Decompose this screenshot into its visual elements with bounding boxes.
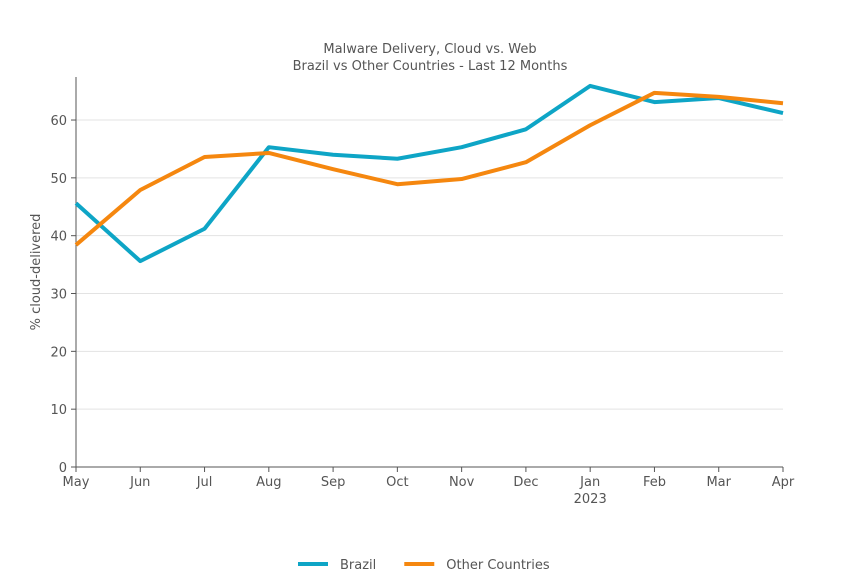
legend-label: Other Countries — [446, 558, 550, 573]
legend-item[interactable]: Other Countries — [404, 558, 550, 573]
y-tick-label: 50 — [50, 172, 67, 187]
year-annotation: 2023 — [574, 492, 607, 507]
x-tick-label: Jun — [129, 475, 150, 490]
x-tick-label: Mar — [706, 475, 731, 490]
x-tick-label: Dec — [513, 475, 538, 490]
y-tick-label: 20 — [50, 345, 67, 360]
x-tick-label: Sep — [321, 475, 346, 490]
chart-subtitle: Brazil vs Other Countries - Last 12 Mont… — [293, 59, 568, 74]
x-tick-label: Nov — [449, 475, 475, 490]
legend-label: Brazil — [340, 558, 376, 573]
y-axis-label: % cloud-delivered — [29, 214, 44, 331]
y-tick-label: 30 — [50, 288, 67, 303]
y-tick-label: 0 — [59, 461, 67, 476]
legend-item[interactable]: Brazil — [298, 558, 376, 573]
x-tick-label: Oct — [386, 475, 408, 490]
series-line-brazil — [74, 83, 784, 264]
x-tick-label: Jul — [196, 475, 213, 490]
y-tick-label: 40 — [50, 230, 67, 245]
x-tick-label: Feb — [643, 475, 666, 490]
x-tick-label: Aug — [256, 475, 281, 490]
y-tick-label: 10 — [50, 403, 67, 418]
y-tick-label: 60 — [50, 114, 67, 129]
chart-title: Malware Delivery, Cloud vs. Web — [323, 42, 536, 57]
x-tick-label: May — [63, 475, 90, 490]
x-tick-label: Jan — [579, 475, 600, 490]
series-line-other-countries — [74, 90, 784, 247]
x-tick-label: Apr — [772, 475, 795, 490]
